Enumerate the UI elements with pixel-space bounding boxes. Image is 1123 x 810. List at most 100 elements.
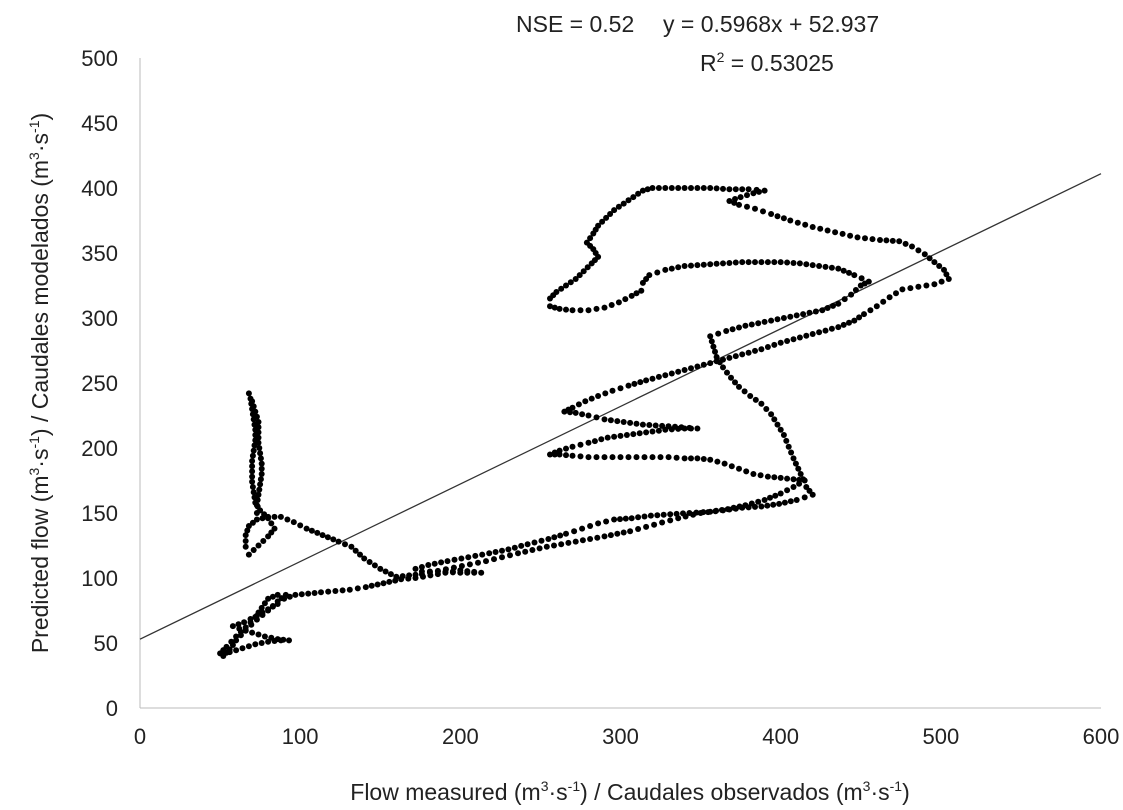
data-point	[707, 360, 714, 367]
x-axis-label-part2: ·s	[549, 779, 568, 805]
data-point	[572, 409, 579, 416]
data-point	[617, 432, 624, 439]
data-point	[809, 491, 816, 498]
data-point	[244, 527, 251, 534]
data-point	[261, 600, 268, 607]
data-point	[744, 192, 750, 199]
data-point	[625, 382, 632, 389]
data-point	[580, 268, 587, 275]
data-point	[255, 631, 262, 638]
data-point	[655, 427, 662, 434]
data-point	[250, 447, 257, 454]
data-point	[899, 286, 906, 293]
data-point	[308, 527, 315, 534]
data-point	[226, 649, 233, 656]
data-point	[633, 454, 640, 461]
data-point	[577, 453, 584, 460]
data-point	[617, 516, 623, 523]
data-point	[694, 262, 701, 269]
data-point	[710, 343, 717, 350]
data-point	[254, 497, 261, 503]
data-point	[611, 207, 618, 214]
x-axis-label-sup2: -1	[568, 778, 581, 794]
data-point	[721, 460, 728, 467]
data-point	[777, 259, 784, 266]
data-point	[268, 520, 275, 527]
data-point	[255, 491, 262, 498]
data-point	[368, 582, 375, 589]
data-point	[739, 259, 746, 266]
data-point	[261, 511, 268, 518]
data-point	[931, 259, 938, 266]
data-point	[569, 307, 576, 314]
data-point	[707, 261, 714, 268]
data-point	[591, 438, 598, 445]
data-point	[607, 417, 614, 424]
data-point	[314, 529, 321, 536]
data-point	[741, 388, 748, 395]
data-point	[483, 558, 489, 565]
data-point	[763, 406, 770, 412]
data-point	[412, 565, 419, 572]
data-point	[723, 328, 730, 334]
data-point	[694, 455, 701, 462]
data-point	[257, 476, 264, 483]
data-point	[571, 528, 578, 535]
data-point	[515, 550, 521, 557]
data-point	[271, 525, 278, 532]
data-point	[458, 555, 465, 562]
y-tick-labels: 0 50 100 150 200 250 300 350 400 450 500	[81, 46, 118, 721]
data-point	[755, 498, 762, 505]
data-point	[374, 581, 381, 588]
data-point	[673, 454, 680, 461]
data-point	[252, 641, 259, 648]
data-point	[688, 185, 694, 191]
data-point	[342, 541, 348, 548]
trendline	[139, 173, 1102, 640]
data-point	[792, 460, 799, 467]
data-point	[777, 426, 784, 433]
data-point	[883, 237, 890, 244]
data-point	[846, 269, 852, 276]
data-point	[587, 235, 594, 242]
data-point	[688, 455, 694, 462]
data-point	[745, 259, 752, 266]
data-point	[726, 506, 733, 513]
data-point	[708, 338, 715, 345]
data-point	[774, 421, 781, 428]
data-point	[576, 272, 583, 279]
data-point	[787, 313, 794, 320]
data-point	[828, 264, 835, 271]
data-point	[557, 532, 564, 539]
data-point	[250, 547, 257, 553]
data-point	[577, 307, 584, 314]
data-point	[471, 569, 478, 576]
data-point	[595, 520, 602, 527]
data-point	[274, 601, 281, 607]
data-point	[681, 455, 688, 462]
data-point	[518, 542, 525, 549]
data-point	[715, 330, 722, 337]
data-point	[590, 230, 597, 237]
data-point	[630, 431, 637, 438]
data-point	[641, 454, 648, 461]
data-point	[739, 351, 746, 358]
data-point	[339, 587, 346, 594]
data-point	[657, 454, 664, 461]
data-point	[744, 203, 750, 210]
data-point	[809, 224, 816, 230]
data-point	[726, 260, 733, 266]
data-point	[764, 259, 771, 266]
data-point	[889, 237, 896, 244]
data-point	[732, 196, 738, 202]
data-point	[228, 638, 235, 645]
data-point	[796, 334, 803, 341]
data-point	[801, 494, 808, 501]
x-axis-label-part1: Flow measured (m	[350, 779, 540, 805]
data-point	[627, 528, 634, 535]
data-point	[724, 369, 730, 376]
data-point	[790, 484, 797, 490]
data-point	[784, 475, 791, 482]
data-point	[253, 413, 260, 420]
data-point	[662, 372, 669, 379]
